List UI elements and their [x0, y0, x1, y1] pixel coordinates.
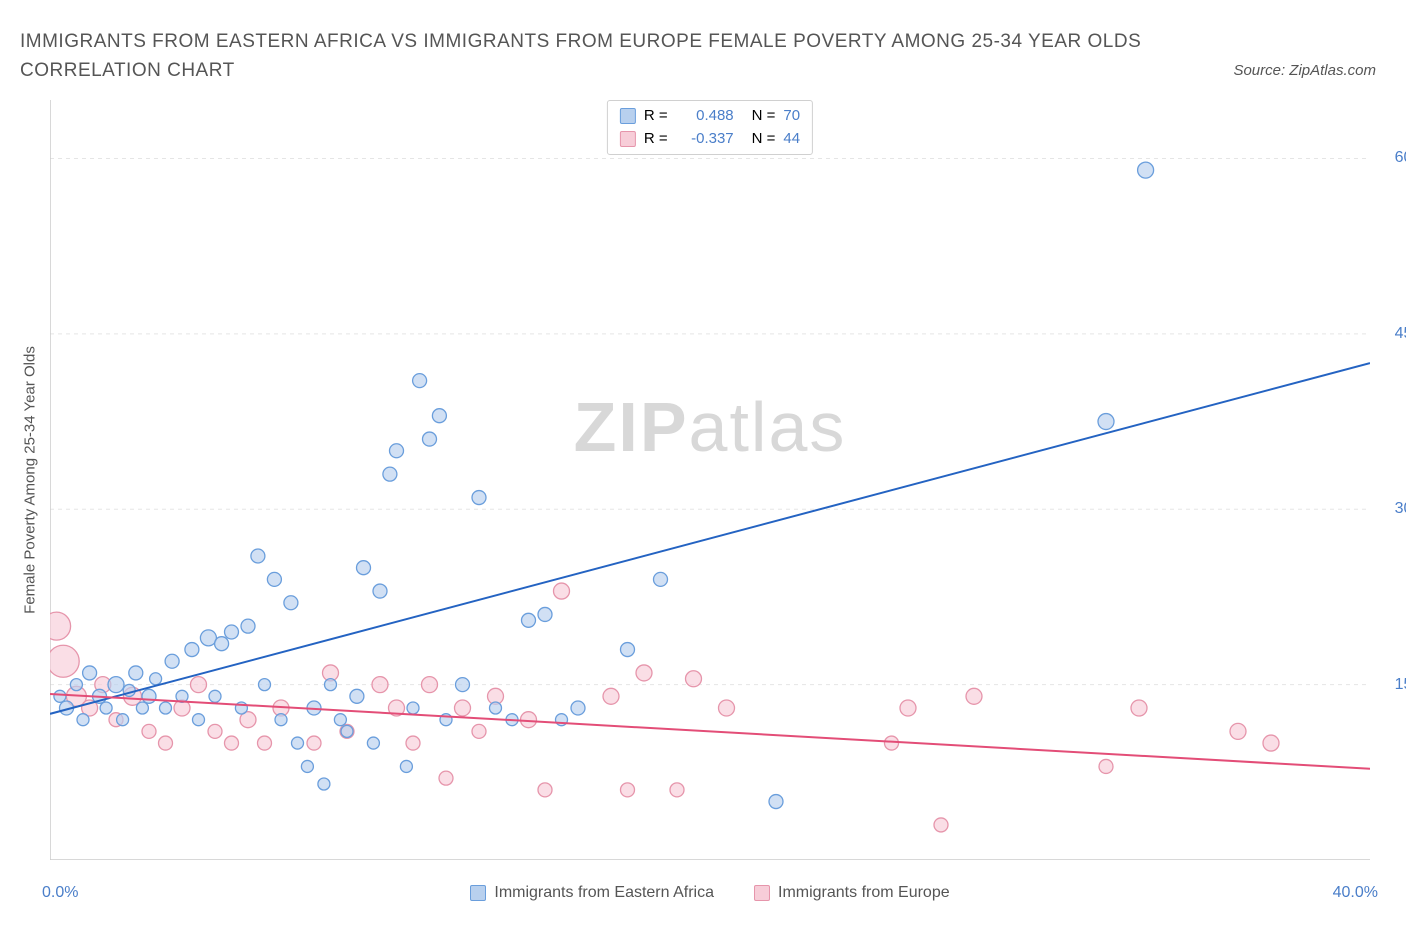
y-tick-label: 60.0%: [1395, 149, 1406, 167]
source-attribution: Source: ZipAtlas.com: [1233, 62, 1376, 79]
r-value-blue: 0.488: [676, 105, 734, 128]
r-value-pink: -0.337: [676, 128, 734, 151]
legend-item-pink: Immigrants from Europe: [754, 884, 950, 902]
legend-stats-box: R = 0.488 N = 70 R = -0.337 N = 44: [607, 100, 813, 155]
n-label-blue: N =: [752, 105, 776, 128]
swatch-pink-icon: [754, 885, 770, 901]
scatter-plot: [50, 100, 1370, 860]
r-label-blue: R =: [644, 105, 668, 128]
swatch-pink: [620, 131, 636, 147]
y-tick-label: 30.0%: [1395, 500, 1406, 518]
legend-label-blue: Immigrants from Eastern Africa: [494, 884, 714, 902]
chart-area: Female Poverty Among 25-34 Year Olds ZIP…: [50, 100, 1370, 860]
swatch-blue-icon: [470, 885, 486, 901]
n-value-pink: 44: [783, 128, 800, 151]
legend-item-blue: Immigrants from Eastern Africa: [470, 884, 714, 902]
r-label-pink: R =: [644, 128, 668, 151]
y-tick-label: 45.0%: [1395, 325, 1406, 343]
n-value-blue: 70: [783, 105, 800, 128]
legend-stats-row-pink: R = -0.337 N = 44: [620, 128, 800, 151]
legend-series: Immigrants from Eastern Africa Immigrant…: [50, 884, 1370, 902]
y-tick-label: 15.0%: [1395, 676, 1406, 694]
legend-label-pink: Immigrants from Europe: [778, 884, 950, 902]
n-label-pink: N =: [752, 128, 776, 151]
y-axis-label: Female Poverty Among 25-34 Year Olds: [22, 346, 39, 614]
legend-stats-row-blue: R = 0.488 N = 70: [620, 105, 800, 128]
swatch-blue: [620, 108, 636, 124]
chart-title: IMMIGRANTS FROM EASTERN AFRICA VS IMMIGR…: [20, 28, 1146, 85]
